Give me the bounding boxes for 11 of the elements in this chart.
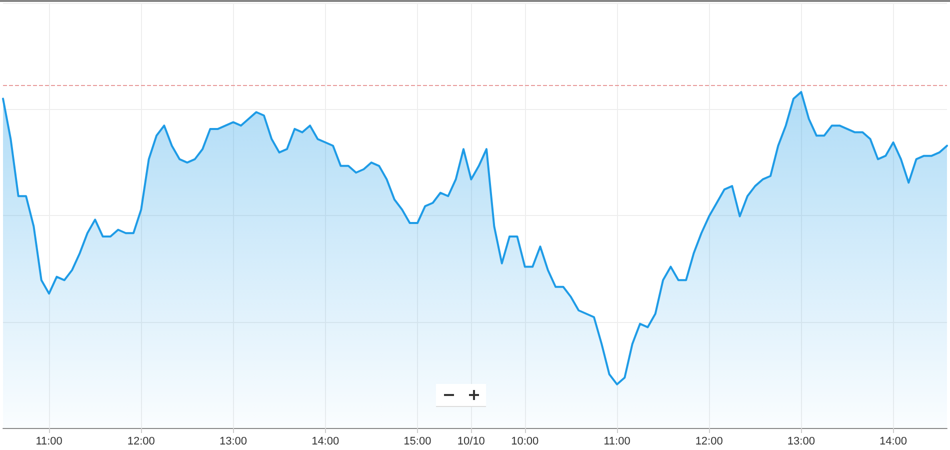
x-tick-label: 12:00	[127, 436, 155, 448]
x-tick-label: 10/10	[457, 436, 485, 448]
x-tick-label: 13:00	[219, 436, 248, 448]
x-tick-label: 10:00	[511, 436, 539, 448]
x-tick-label: 11:00	[36, 436, 62, 448]
x-tick-label: 13:00	[787, 436, 815, 448]
x-tick-label: 14:00	[880, 436, 908, 448]
x-tick-label: 15:00	[404, 436, 432, 448]
x-tick-label: 14:00	[312, 436, 340, 448]
x-tick-label: 12:00	[695, 436, 723, 448]
x-tick-label: 11:00	[604, 436, 630, 448]
